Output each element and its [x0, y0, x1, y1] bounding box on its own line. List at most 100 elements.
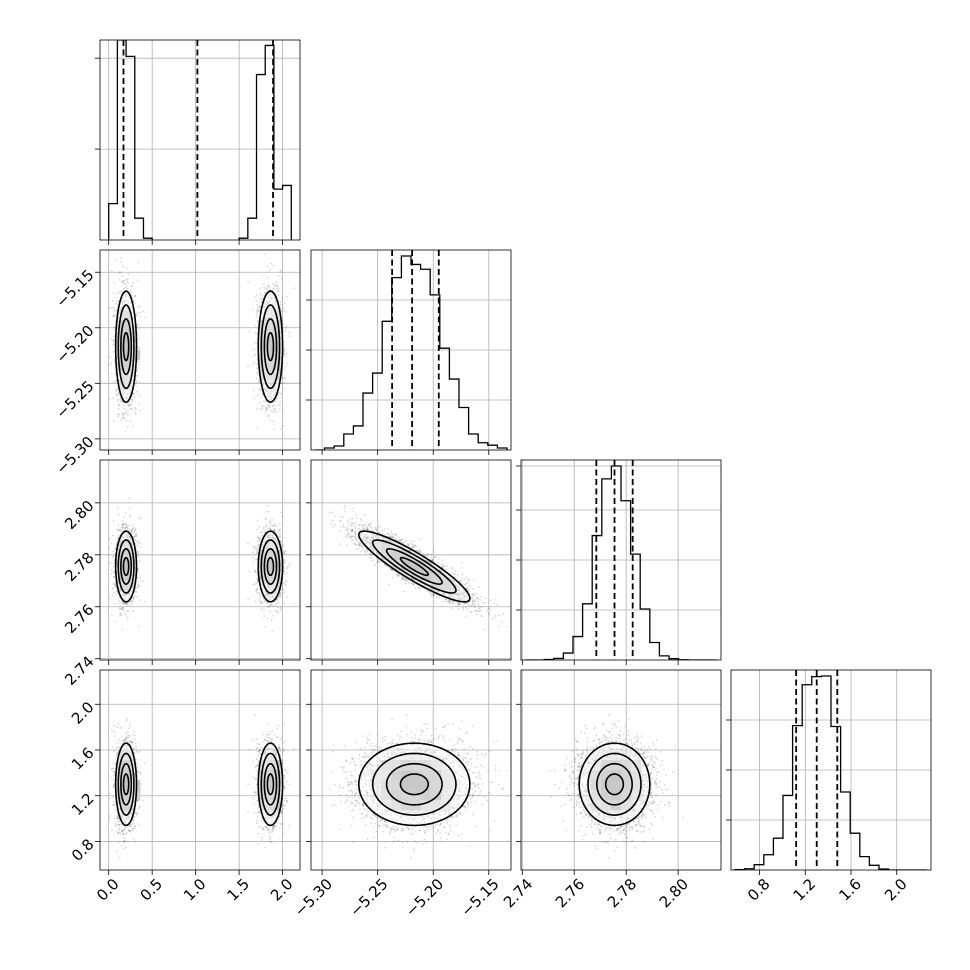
sample-point [129, 515, 132, 518]
sample-point [134, 406, 136, 409]
sample-point [126, 525, 128, 528]
sample-point [136, 315, 138, 318]
sample-point [122, 287, 125, 290]
sample-point [283, 376, 286, 379]
sample-point [276, 287, 279, 290]
sample-point [257, 544, 260, 547]
sample-point [135, 535, 138, 537]
sample-point [271, 410, 274, 413]
sample-point [130, 407, 133, 410]
sample-point [278, 289, 280, 292]
sample-point [122, 401, 125, 404]
sample-point [113, 584, 116, 586]
sample-point [279, 393, 282, 395]
sample-point [293, 287, 295, 290]
sample-point [117, 300, 120, 303]
sample-point [255, 582, 258, 584]
sample-point [284, 377, 286, 380]
sample-point [256, 545, 258, 548]
sample-point [263, 600, 266, 603]
sample-point [272, 615, 275, 617]
sample-point [112, 351, 115, 353]
panel-frame [310, 249, 512, 451]
sample-point [130, 291, 133, 293]
sample-point [113, 326, 115, 329]
sample-point [284, 550, 286, 553]
sample-point [122, 602, 125, 605]
sample-point [120, 290, 123, 292]
sample-point [268, 519, 271, 522]
sample-point [133, 535, 136, 538]
sample-point [254, 332, 257, 335]
sample-point [268, 604, 271, 607]
sample-point [130, 403, 133, 406]
sample-point [258, 599, 261, 602]
sample-point [129, 408, 132, 410]
sample-point [256, 549, 258, 552]
sample-point [121, 607, 123, 610]
sample-point [116, 292, 119, 295]
sample-point [118, 291, 121, 293]
sample-point [139, 305, 142, 308]
sample-point [134, 529, 136, 532]
sample-point [257, 371, 259, 374]
sample-point [279, 400, 281, 403]
sample-point [257, 309, 260, 312]
sample-point [129, 420, 132, 423]
sample-point [116, 393, 119, 396]
sample-point [263, 286, 265, 289]
sample-point [252, 389, 255, 392]
sample-point [277, 596, 280, 599]
sample-point [275, 598, 278, 601]
sample-point [137, 361, 140, 363]
sample-point [283, 302, 286, 305]
sample-point [124, 283, 127, 285]
sample-point [281, 303, 284, 306]
sample-point [268, 403, 271, 406]
sample-point [259, 601, 262, 604]
sample-point [136, 325, 139, 328]
sample-point [283, 368, 285, 371]
sample-point [267, 284, 270, 287]
sample-point [109, 597, 111, 600]
sample-point [117, 394, 119, 397]
sample-point [124, 511, 127, 514]
sample-point [256, 371, 258, 374]
sample-point [129, 403, 132, 406]
sample-point [279, 303, 282, 306]
sample-point [113, 338, 116, 341]
sample-point [119, 293, 122, 295]
panel-0-0 [95, 39, 301, 245]
sample-point [120, 400, 122, 403]
sample-point [136, 595, 139, 598]
sample-point [254, 547, 257, 550]
sample-point [139, 395, 142, 398]
sample-point [133, 530, 136, 533]
sample-point [142, 310, 144, 313]
sample-point [130, 285, 133, 288]
sample-point [281, 299, 284, 301]
sample-point [129, 507, 132, 510]
sample-point [117, 534, 120, 537]
sample-point [279, 301, 282, 304]
sample-point [256, 315, 259, 318]
sample-point [113, 335, 116, 338]
sample-point [126, 526, 129, 529]
sample-point [126, 280, 129, 283]
sample-point [257, 305, 260, 308]
sample-point [272, 604, 275, 607]
sample-point [123, 413, 126, 416]
sample-point [259, 388, 262, 391]
sample-point [131, 284, 134, 287]
y-tick-label: −5.15 [52, 266, 97, 311]
sample-point [125, 285, 128, 288]
sample-point [269, 269, 272, 272]
sample-point [255, 362, 258, 365]
sample-point [269, 526, 271, 529]
sample-point [286, 352, 288, 355]
y-tick-label: −5.20 [52, 322, 97, 367]
sample-point [257, 310, 260, 313]
sample-point [136, 390, 138, 393]
sample-point [113, 360, 116, 362]
